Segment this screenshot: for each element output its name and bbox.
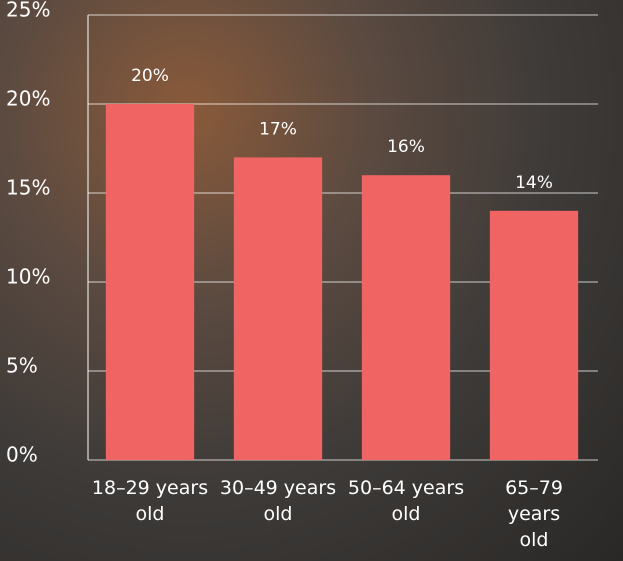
bar [489, 210, 579, 460]
y-tick-label: 10% [6, 265, 50, 289]
bar [233, 157, 323, 460]
x-tick-label: 18–29 years old [91, 477, 209, 525]
x-tick-label: 50–64 years old [347, 477, 465, 525]
y-tick-label: 25% [6, 0, 50, 22]
y-tick-label: 20% [6, 87, 50, 111]
x-tick-label: 65–79 years old [505, 477, 563, 551]
bar [361, 175, 451, 460]
x-tick-label: 30–49 years old [219, 477, 337, 525]
value-label: 14% [515, 173, 553, 193]
bar [105, 104, 195, 460]
value-label: 16% [387, 137, 425, 157]
y-tick-label: 0% [6, 443, 38, 467]
y-tick-label: 15% [6, 176, 50, 200]
value-label: 20% [131, 66, 169, 86]
y-tick-label: 5% [6, 354, 38, 378]
value-label: 17% [259, 119, 297, 139]
